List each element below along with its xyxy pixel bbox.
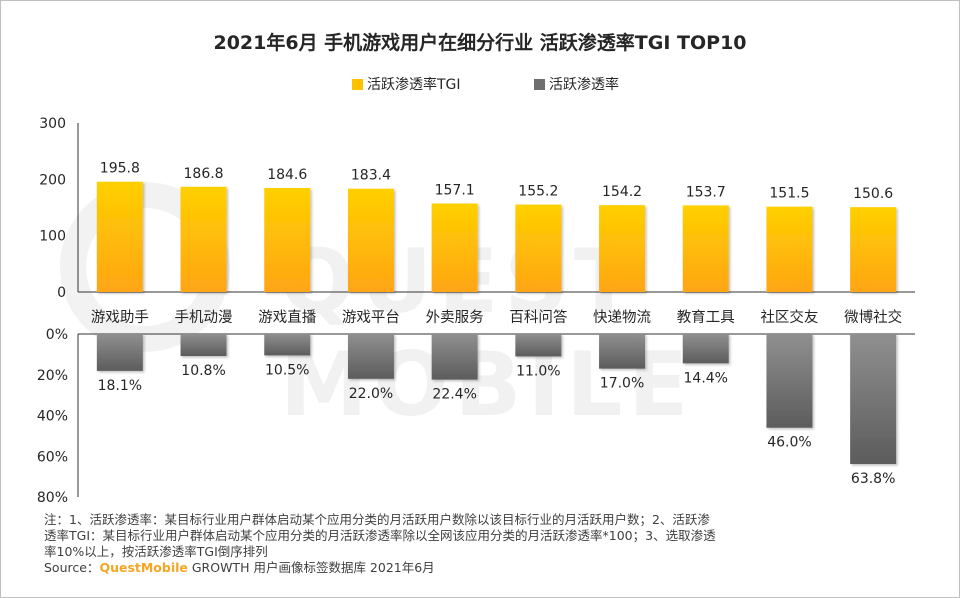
tgi-bar bbox=[515, 204, 562, 292]
rate-data-label: 46.0% bbox=[767, 435, 811, 451]
tgi-bar bbox=[264, 188, 311, 292]
tgi-bar bbox=[850, 207, 897, 292]
tgi-plot-area: 0 100 200 300 195.8 游戏助手 186.8 手机动漫 184.6 游戏直播 183… bbox=[39, 116, 915, 326]
tgi-bar bbox=[766, 206, 813, 292]
footnote-line-3: 率10%以上，按活跃渗透率TGI倒序排列 bbox=[44, 544, 268, 559]
tgi-data-label: 150.6 bbox=[853, 186, 893, 202]
rate-bar bbox=[850, 334, 897, 464]
rate-bar bbox=[264, 334, 311, 356]
source-prefix: Source： bbox=[44, 560, 100, 575]
rate-data-label: 17.0% bbox=[600, 376, 644, 392]
legend-swatch-tgi bbox=[352, 78, 363, 90]
rate-y-tick-label: 80% bbox=[37, 490, 68, 506]
chart-legend: 活跃渗透率TGI 活跃渗透率 bbox=[0, 74, 960, 94]
rate-data-label: 11.0% bbox=[516, 363, 560, 379]
tgi-bar bbox=[682, 205, 729, 292]
rate-data-label: 63.8% bbox=[851, 471, 895, 487]
tgi-data-label: 153.7 bbox=[686, 184, 726, 200]
tgi-bar bbox=[180, 186, 227, 292]
rate-bar bbox=[96, 334, 143, 371]
tgi-y-tick-label: 0 bbox=[57, 285, 66, 301]
rate-bar bbox=[766, 334, 813, 428]
tgi-data-label: 151.5 bbox=[769, 186, 809, 202]
rate-data-label: 14.4% bbox=[684, 370, 728, 386]
source-brand: QuestMobile bbox=[99, 560, 188, 575]
category-label: 游戏直播 bbox=[258, 309, 316, 326]
tgi-bar bbox=[347, 188, 394, 292]
rate-y-tick-label: 20% bbox=[37, 368, 68, 384]
tgi-bar bbox=[96, 181, 143, 292]
rate-bar bbox=[599, 334, 646, 369]
rate-data-label: 18.1% bbox=[98, 378, 142, 394]
category-label: 微博社交 bbox=[844, 308, 902, 326]
rate-bar bbox=[682, 334, 729, 364]
source-line: Source：QuestMobile GROWTH 用户画像标签数据库 2021… bbox=[44, 560, 904, 576]
rate-y-tick-label: 0% bbox=[46, 327, 68, 343]
tgi-data-label: 157.1 bbox=[435, 183, 475, 199]
rate-data-label: 10.5% bbox=[265, 362, 309, 378]
tgi-y-tick-label: 200 bbox=[39, 172, 66, 188]
rate-y-tick-label: 40% bbox=[37, 409, 68, 425]
category-label: 教育工具 bbox=[677, 309, 735, 326]
rate-data-label: 10.8% bbox=[181, 363, 225, 379]
rate-bar bbox=[180, 334, 227, 357]
legend-item-tgi: 活跃渗透率TGI bbox=[352, 74, 461, 94]
chart-title: 2021年6月 手机游戏用户在细分行业 活跃渗透率TGI TOP10 bbox=[213, 32, 747, 54]
category-label: 游戏平台 bbox=[342, 309, 400, 326]
category-label: 外卖服务 bbox=[426, 309, 484, 326]
legend-swatch-rate bbox=[534, 78, 545, 90]
legend-label-rate: 活跃渗透率 bbox=[549, 77, 619, 93]
category-label: 社区交友 bbox=[760, 308, 818, 326]
tgi-data-label: 184.6 bbox=[267, 167, 307, 183]
category-label: 快递物流 bbox=[593, 309, 651, 326]
legend-label-tgi: 活跃渗透率TGI bbox=[367, 77, 461, 93]
source-suffix: GROWTH 用户画像标签数据库 2021年6月 bbox=[187, 560, 435, 575]
tgi-data-label: 195.8 bbox=[100, 161, 140, 177]
category-label: 游戏助手 bbox=[91, 309, 149, 326]
tgi-y-tick-label: 100 bbox=[39, 229, 66, 245]
tgi-data-label: 154.2 bbox=[602, 184, 642, 200]
rate-bar bbox=[431, 334, 478, 380]
rate-bar bbox=[515, 334, 562, 357]
tgi-data-label: 155.2 bbox=[518, 184, 558, 200]
footnotes: 注：1、活跃渗透率：某目标行业用户群体启动某个应用分类的月活跃用户数除以该目标行… bbox=[44, 512, 904, 576]
category-label: 手机动漫 bbox=[175, 309, 233, 326]
tgi-data-label: 183.4 bbox=[351, 168, 391, 184]
footnote-line-2: 透率TGI：某目标行业用户群体启动某个应用分类的月活跃渗透率除以全网该应用分类的… bbox=[44, 528, 716, 543]
tgi-data-label: 186.8 bbox=[184, 166, 224, 182]
category-label: 百科问答 bbox=[509, 309, 567, 326]
tgi-bar bbox=[599, 205, 646, 292]
rate-data-label: 22.4% bbox=[432, 387, 476, 403]
rate-bar bbox=[347, 334, 394, 379]
legend-item-rate: 活跃渗透率 bbox=[534, 74, 619, 94]
rate-plot-area: 0% 20% 40% 60% 80% 18.1% 10.8% 10.5% 22.0% 22.4% 1… bbox=[37, 327, 915, 506]
tgi-y-tick-label: 300 bbox=[39, 116, 66, 132]
tgi-bar bbox=[431, 203, 478, 292]
footnote-line-1: 注：1、活跃渗透率：某目标行业用户群体启动某个应用分类的月活跃用户数除以该目标行… bbox=[44, 512, 710, 527]
rate-y-tick-label: 60% bbox=[37, 449, 68, 465]
rate-data-label: 22.0% bbox=[349, 386, 393, 402]
